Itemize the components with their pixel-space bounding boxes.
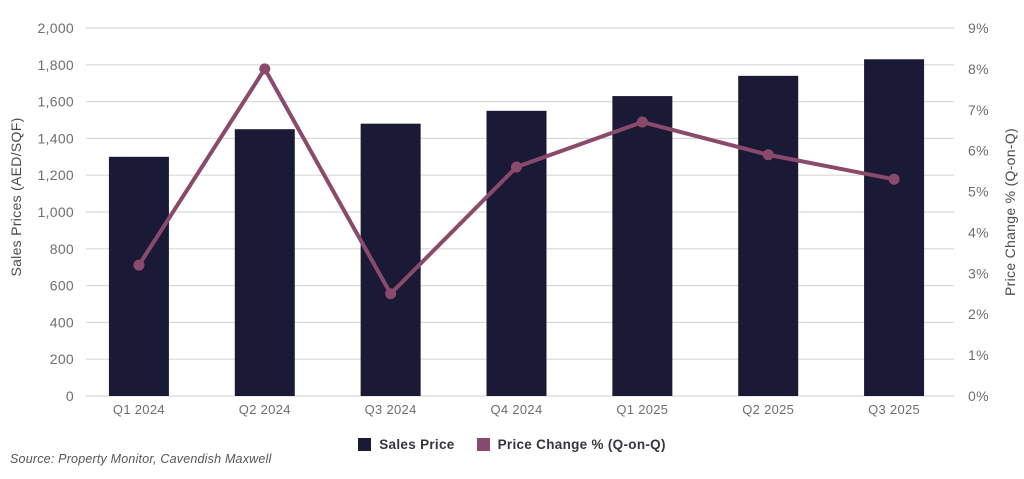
bar-q1-2024 bbox=[108, 156, 169, 396]
left-axis-title: Sales Prices (AED/SQF) bbox=[8, 117, 24, 277]
line-marker bbox=[259, 63, 271, 75]
left-axis-tick: 600 bbox=[50, 278, 74, 294]
line-marker bbox=[762, 149, 774, 161]
x-axis-label: Q1 2024 bbox=[113, 402, 165, 417]
right-axis-title: Price Change % (Q-on-Q) bbox=[1002, 128, 1018, 296]
price-change-swatch-icon bbox=[476, 438, 490, 451]
left-axis-tick: 1,000 bbox=[37, 204, 74, 220]
x-axis-label: Q3 2025 bbox=[868, 402, 920, 417]
legend-item-sales-price: Sales Price bbox=[358, 437, 454, 452]
right-axis-tick: 8% bbox=[968, 61, 989, 77]
legend-label: Price Change % (Q-on-Q) bbox=[497, 437, 666, 452]
right-axis-tick: 4% bbox=[968, 224, 989, 240]
left-axis-tick: 400 bbox=[50, 314, 74, 330]
legend-item-price-change: Price Change % (Q-on-Q) bbox=[476, 437, 666, 452]
line-marker bbox=[133, 259, 145, 271]
line-marker bbox=[888, 173, 900, 185]
bar-q3-2025 bbox=[864, 59, 925, 396]
left-axis-tick: 1,600 bbox=[37, 94, 74, 110]
x-axis-label: Q3 2024 bbox=[365, 402, 417, 417]
left-axis-tick: 1,200 bbox=[37, 167, 74, 183]
bar-q2-2024 bbox=[234, 129, 295, 396]
line-marker bbox=[511, 161, 522, 173]
source-note: Source: Property Monitor, Cavendish Maxw… bbox=[10, 452, 272, 466]
sales-price-swatch-icon bbox=[358, 438, 372, 451]
right-axis-tick: 9% bbox=[968, 20, 989, 36]
left-axis-tick: 1,800 bbox=[37, 57, 74, 73]
x-axis-label: Q2 2025 bbox=[742, 402, 794, 417]
right-axis-tick: 1% bbox=[968, 347, 989, 363]
right-axis-tick: 5% bbox=[968, 184, 989, 200]
x-axis-label: Q2 2024 bbox=[239, 402, 291, 417]
line-marker bbox=[385, 288, 397, 300]
bar-q2-2025 bbox=[738, 75, 799, 396]
left-axis-tick: 800 bbox=[50, 241, 74, 257]
combo-chart: 0 200 400 600 800 1,000 1,200 1,400 1,600 1,800 2,… bbox=[37, 20, 989, 417]
right-axis-tick: 0% bbox=[968, 388, 989, 404]
line-marker bbox=[636, 116, 648, 128]
right-axis-tick: 6% bbox=[968, 143, 989, 159]
right-axis-tick: 2% bbox=[968, 306, 989, 322]
bar-q1-2025 bbox=[612, 96, 673, 396]
legend-label: Sales Price bbox=[379, 437, 455, 452]
left-axis-tick: 0 bbox=[66, 388, 74, 404]
left-axis-tick: 2,000 bbox=[37, 20, 74, 36]
right-axis-tick: 7% bbox=[968, 102, 989, 118]
right-axis-tick: 3% bbox=[968, 265, 989, 281]
x-axis-label: Q4 2024 bbox=[491, 402, 543, 417]
bar-q4-2024 bbox=[486, 110, 547, 397]
left-axis-tick: 1,400 bbox=[37, 130, 74, 146]
legend: Sales Price Price Change % (Q-on-Q) bbox=[0, 437, 1024, 452]
left-axis-tick: 200 bbox=[50, 351, 74, 367]
x-axis-label: Q1 2025 bbox=[616, 402, 668, 417]
